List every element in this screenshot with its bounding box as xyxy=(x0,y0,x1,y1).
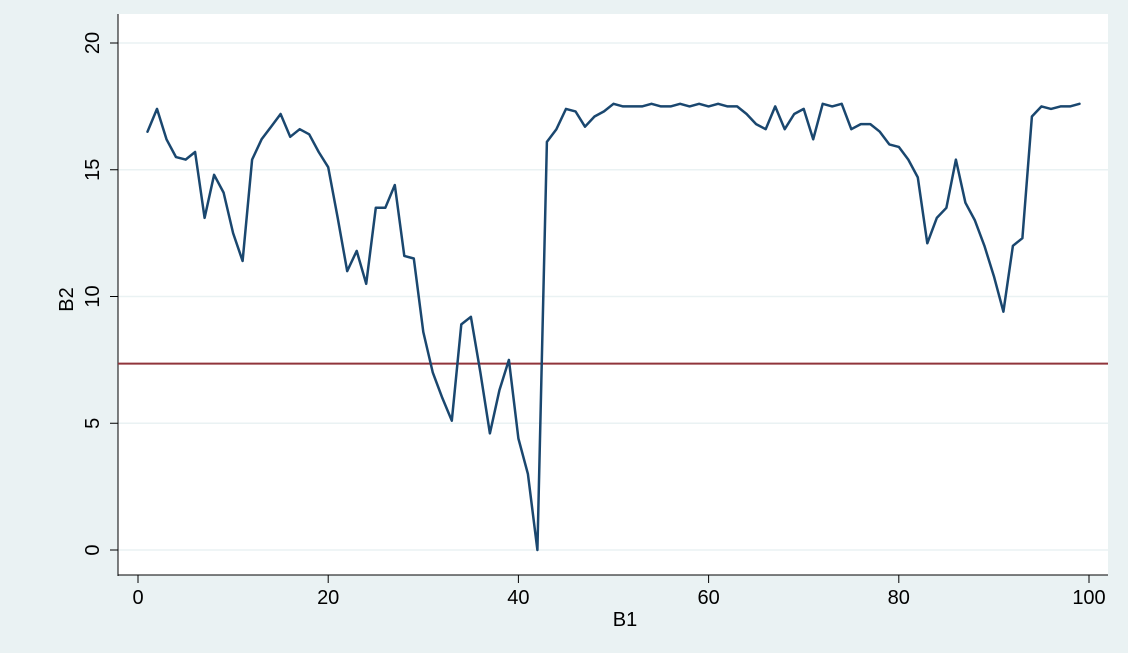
x-tick-label: 80 xyxy=(888,587,910,609)
y-tick-label: 5 xyxy=(82,418,104,429)
y-tick-label: 10 xyxy=(82,285,104,307)
y-tick-label: 15 xyxy=(82,159,104,181)
y-tick-label: 0 xyxy=(82,544,104,555)
plot-area xyxy=(118,14,1108,575)
y-tick-label: 20 xyxy=(82,32,104,54)
x-tick-label: 40 xyxy=(507,587,529,609)
series-line xyxy=(146,102,1081,552)
x-tick-label: 100 xyxy=(1072,587,1105,609)
y-axis-label: B2 xyxy=(56,287,78,311)
x-tick-label: 60 xyxy=(697,587,719,609)
axes: 0 5 10 15 20 0 20 40 60 80 100 xyxy=(82,14,1108,609)
x-axis-label: B1 xyxy=(613,609,637,631)
x-tick-label: 0 xyxy=(132,587,143,609)
grid-lines xyxy=(118,42,1108,551)
x-tick-label: 20 xyxy=(317,587,339,609)
series-group xyxy=(146,102,1081,552)
